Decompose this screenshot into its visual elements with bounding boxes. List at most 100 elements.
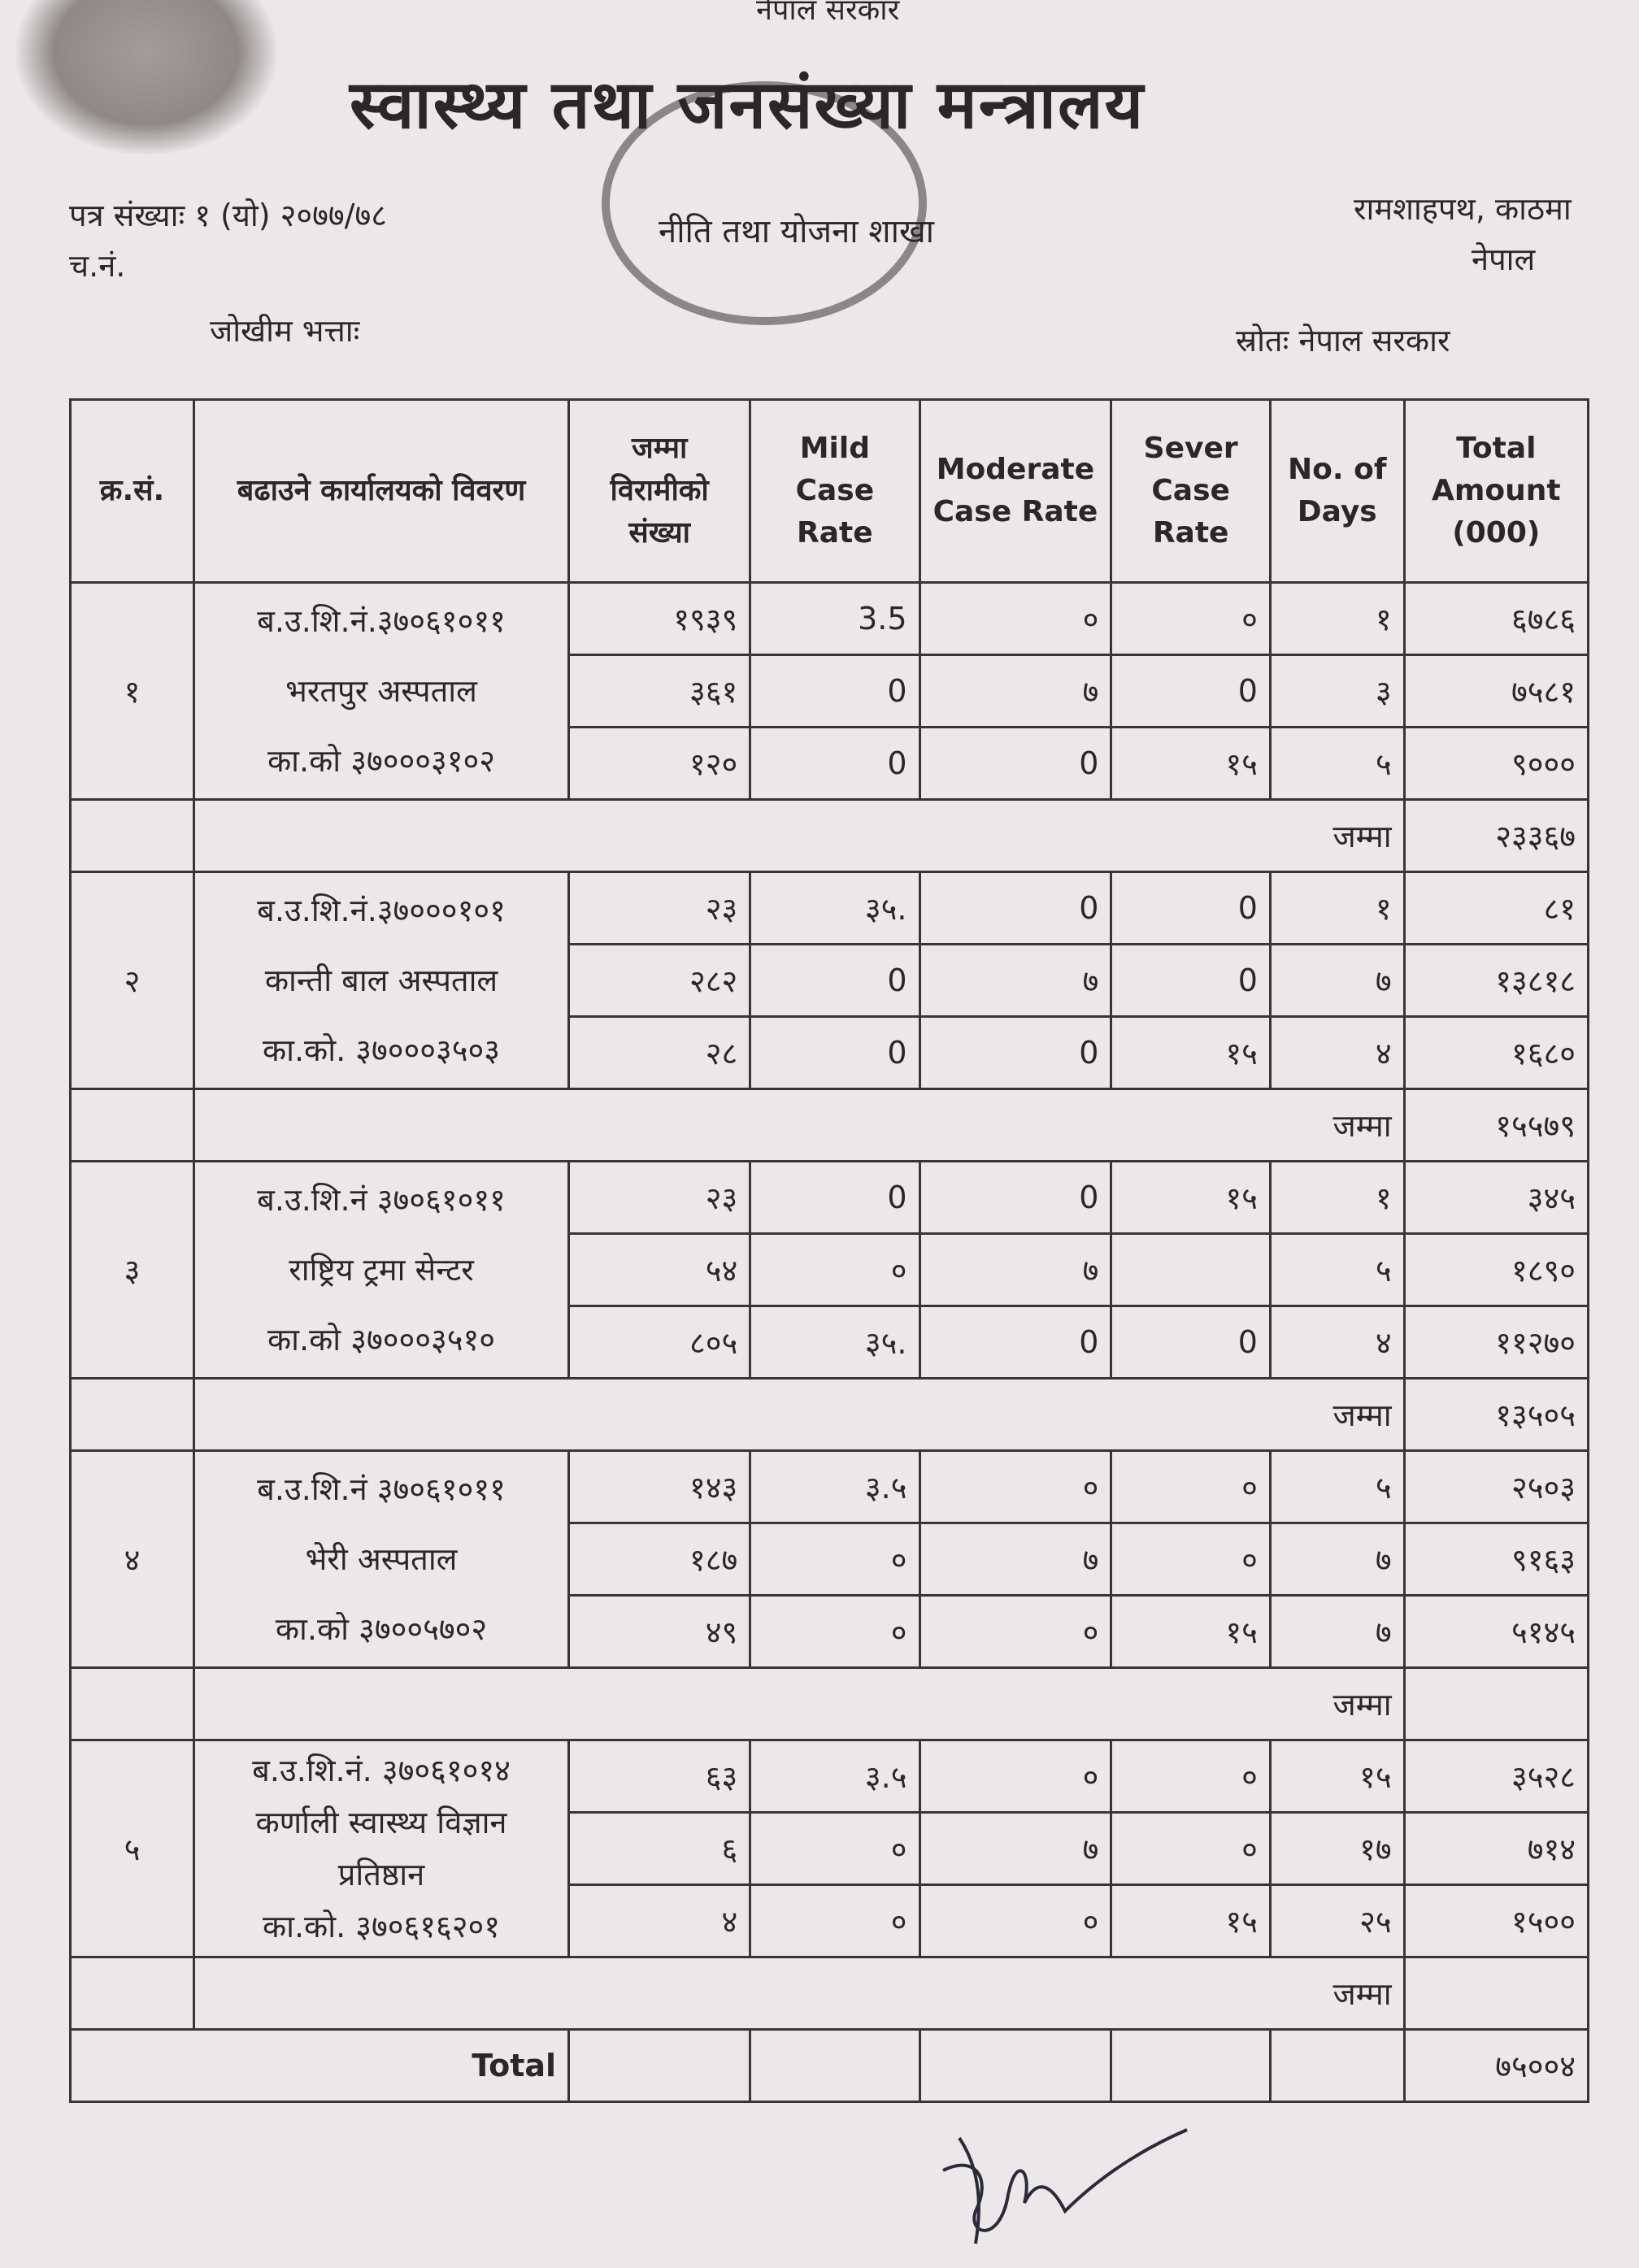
table-cell: १३८१८	[1402, 943, 1590, 1018]
table-cell: १५००	[1402, 1883, 1590, 1958]
description-line: कर्णाली स्वास्थ्य विज्ञान	[255, 1805, 507, 1840]
table-cell: ७	[1268, 1522, 1406, 1597]
table-cell: ७	[918, 1811, 1113, 1886]
table-cell: ३४५	[1402, 1160, 1590, 1235]
description-line: का.को. ३७०६१६२०१	[262, 1909, 501, 1944]
table-cell: ८०५	[567, 1305, 752, 1379]
subtotal-label: जम्मा	[192, 1666, 1406, 1741]
table-cell: ३६१	[567, 654, 752, 728]
table-cell: ७	[918, 1232, 1113, 1307]
empty-cell	[69, 798, 195, 873]
description-line: का.को. ३७०००३५०३	[262, 1032, 501, 1068]
empty-cell	[567, 2028, 752, 2103]
table-cell: २५	[1268, 1883, 1406, 1958]
description-line: प्रतिष्ठान	[337, 1857, 425, 1892]
table-cell: ४	[1268, 1305, 1406, 1379]
table-cell: ७५८१	[1402, 654, 1590, 728]
subtotal-label: जम्मा	[192, 1956, 1406, 2031]
grand-total-row: Total ७५००४	[68, 2028, 1590, 2103]
subtotal-value	[1402, 1666, 1590, 1741]
table-cell: ०	[1110, 581, 1272, 656]
office-description: ब.उ.शि.नं.३७०६१०११ भरतपुर अस्पताल का.को ३७…	[192, 581, 571, 801]
column-header: क्र.सं.	[69, 398, 195, 584]
office-description: ब.उ.शि.नं.३७०००१०१ कान्ती बाल अस्पताल का.क…	[192, 871, 571, 1090]
government-emblem	[16, 0, 276, 154]
office-description: ब.उ.शि.नं. ३७०६१०१४ कर्णाली स्वास्थ्य विज…	[192, 1739, 571, 1958]
table-cell: १	[1268, 871, 1406, 945]
table-cell: 0	[1110, 871, 1272, 945]
table-cell: ०	[918, 1883, 1113, 1958]
table-cell: ७१४	[1402, 1811, 1590, 1886]
table-cell: 0	[918, 871, 1113, 945]
description-line: ब.उ.शि.नं. ३७०६१०१४	[252, 1753, 511, 1788]
table-row: २ ब.उ.शि.नं.३७०००१०१ कान्ती बाल अस्पताल का.…	[69, 871, 1590, 1090]
table-cell: १	[1268, 1160, 1406, 1235]
table-cell: 0	[749, 726, 921, 801]
column-header: बढाउने कार्यालयको विवरण	[192, 398, 571, 584]
table-row: ५४ ० ७ ५ १८९०	[71, 1232, 1590, 1307]
table-cell: १	[1268, 581, 1406, 656]
table-cell: ९१६३	[1402, 1522, 1590, 1597]
table-cell: ०	[918, 581, 1113, 656]
table-cell: ५	[1268, 726, 1406, 801]
table-cell: १७	[1268, 1811, 1406, 1886]
table-cell: ०	[749, 1522, 921, 1597]
dispatch-number: च.नं.	[69, 248, 126, 284]
table-cell: १५	[1110, 1883, 1272, 1958]
subtotal-row: जम्मा	[69, 1666, 1590, 1741]
description-line: ब.उ.शि.नं ३७०६१०११	[257, 1471, 506, 1507]
table-row: २८२ 0 ७ 0 ७ १३८१८	[71, 943, 1590, 1018]
table-cell: १५	[1110, 1160, 1272, 1235]
table-cell: २८२	[567, 943, 752, 1018]
table-cell: १९३९	[567, 581, 752, 656]
column-header: Mild Case Rate	[749, 398, 921, 584]
table-cell: १५	[1110, 726, 1272, 801]
subtotal-row: जम्मा	[69, 1956, 1590, 2031]
subtotal-row: जम्मा २३३६७	[69, 798, 1590, 873]
table-cell: 3.5	[749, 581, 921, 656]
empty-cell	[69, 1088, 195, 1162]
table-cell: ४	[1268, 1015, 1406, 1090]
table-cell: ६३	[567, 1739, 752, 1814]
table-cell: ६	[567, 1811, 752, 1886]
table-cell: ५१४५	[1402, 1594, 1590, 1669]
table-cell: ३५.	[749, 871, 921, 945]
subtotal-label: जम्मा	[192, 1088, 1406, 1162]
table-row: ४ ० ० १५ २५ १५००	[71, 1883, 1590, 1958]
table-cell: ०	[749, 1811, 921, 1886]
empty-cell	[69, 1666, 195, 1741]
table-cell: ३५२८	[1402, 1739, 1590, 1814]
serial-number: ३	[69, 1160, 195, 1379]
table-cell: ८१	[1402, 871, 1590, 945]
table-cell: ५४	[567, 1232, 752, 1307]
table-cell: १८७	[567, 1522, 752, 1597]
description-line: ब.उ.शि.नं.३७०६१०११	[257, 603, 506, 639]
table-cell: 0	[1110, 654, 1272, 728]
table-cell: ४	[567, 1883, 752, 1958]
serial-number: १	[69, 581, 195, 801]
table-cell: १८९०	[1402, 1232, 1590, 1307]
table-cell: ६७८६	[1402, 581, 1590, 656]
table-row: २८ 0 0 १५ ४ १६८०	[71, 1015, 1590, 1090]
column-header: Sever Case Rate	[1110, 398, 1272, 584]
table-header: क्र.सं. बढाउने कार्यालयको विवरण जम्मा विरा…	[69, 398, 1590, 584]
subtotal-value	[1402, 1956, 1590, 2031]
serial-number: ५	[69, 1739, 195, 1958]
table-cell: २३	[567, 1160, 752, 1235]
table-cell: ३.५	[749, 1449, 921, 1524]
table-cell: 0	[918, 1015, 1113, 1090]
serial-number: २	[69, 871, 195, 1090]
table-cell: २५०३	[1402, 1449, 1590, 1524]
grand-total-value: ७५००४	[1402, 2028, 1590, 2103]
office-description: ब.उ.शि.नं ३७०६१०११ राष्ट्रिय ट्रमा सेन्टर…	[192, 1160, 571, 1379]
table-cell: 0	[918, 726, 1113, 801]
table-cell: ०	[918, 1449, 1113, 1524]
table-row: ४ ब.उ.शि.नं ३७०६१०११ भेरी अस्पताल का.को ३७०…	[69, 1449, 1590, 1669]
subject: जोखीम भत्ताः	[210, 313, 360, 349]
table-cell: ०	[918, 1594, 1113, 1669]
signature	[942, 2128, 1188, 2244]
column-header: No. of Days	[1268, 398, 1406, 584]
table-cell: 0	[918, 1160, 1113, 1235]
table-cell: १५	[1268, 1739, 1406, 1814]
table-cell: 0	[749, 1015, 921, 1090]
